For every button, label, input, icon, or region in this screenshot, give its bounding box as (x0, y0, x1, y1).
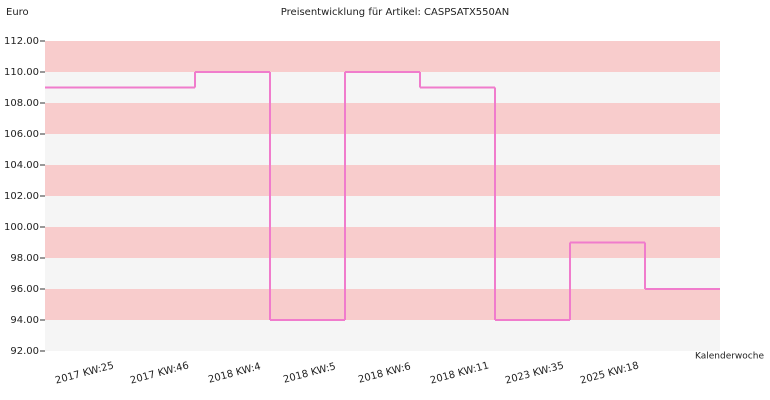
band (45, 41, 720, 72)
band (45, 320, 720, 351)
y-tick-label: 94.00 (10, 315, 39, 326)
y-tick-label: 100.00 (4, 222, 39, 233)
x-tick-label: 2017 KW:46 (129, 360, 190, 386)
band (45, 134, 720, 165)
x-tick-label: 2018 KW:11 (429, 360, 490, 386)
x-tick-label: 2017 KW:25 (54, 360, 115, 386)
y-tick-label: 98.00 (10, 253, 39, 264)
x-axis-label: Kalenderwoche (695, 352, 764, 362)
x-tick-label: 2025 KW:18 (579, 360, 640, 386)
band (45, 103, 720, 134)
chart-title: Preisentwicklung für Artikel: CASPSATX55… (281, 7, 509, 18)
y-axis-label: Euro (6, 7, 29, 18)
y-tick-label: 110.00 (4, 67, 39, 78)
y-tick-label: 106.00 (4, 129, 39, 140)
y-tick-label: 112.00 (4, 36, 39, 47)
band (45, 289, 720, 320)
y-tick-label: 96.00 (10, 284, 39, 295)
x-tick-label: 2018 KW:6 (357, 361, 412, 386)
band (45, 196, 720, 227)
band (45, 165, 720, 196)
x-tick-label: 2023 KW:35 (504, 360, 565, 386)
x-tick-label: 2018 KW:4 (207, 361, 262, 386)
y-tick-label: 92.00 (10, 346, 39, 357)
x-tick-label: 2018 KW:5 (282, 361, 337, 386)
y-tick-label: 102.00 (4, 191, 39, 202)
y-tick-label: 108.00 (4, 98, 39, 109)
y-tick-label: 104.00 (4, 160, 39, 171)
band (45, 258, 720, 289)
